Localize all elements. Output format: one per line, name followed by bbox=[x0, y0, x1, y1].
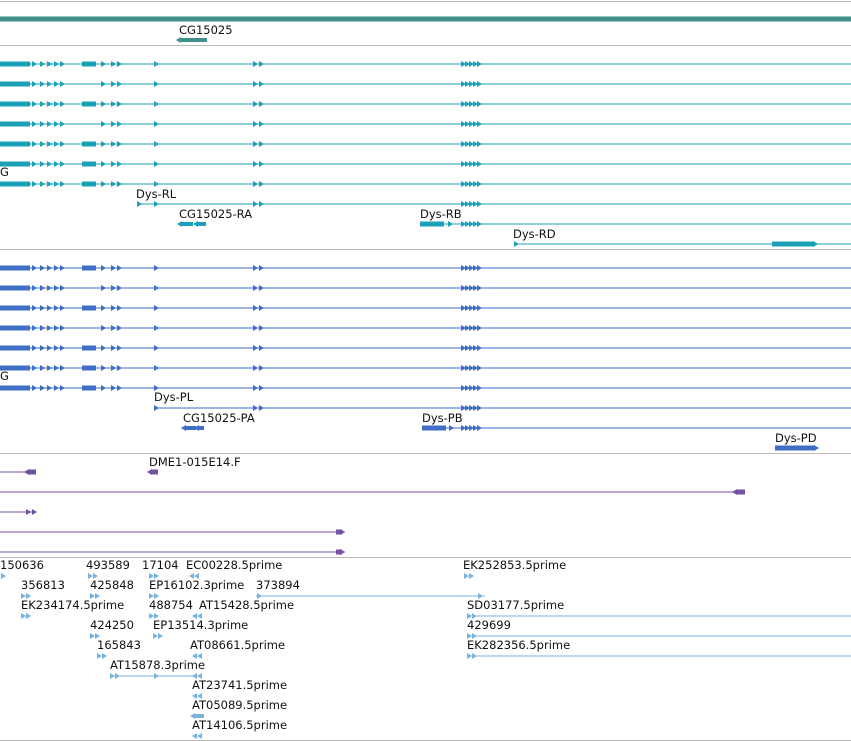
transcript-dys-rd[interactable] bbox=[514, 241, 851, 247]
protein-label-partial: G bbox=[0, 369, 9, 383]
est-feature[interactable] bbox=[189, 713, 204, 719]
est-label: AT15428.5prime bbox=[199, 598, 294, 612]
est-feature[interactable] bbox=[90, 633, 101, 639]
est-feature[interactable] bbox=[256, 593, 485, 599]
transcript-label: Dys-RD bbox=[513, 227, 556, 241]
clone-label: DME1-015E14.F bbox=[149, 455, 241, 469]
protein-row[interactable] bbox=[0, 265, 851, 271]
est-label: 493589 bbox=[86, 558, 130, 572]
protein-row[interactable] bbox=[0, 305, 851, 311]
protein-label: Dys-PB bbox=[422, 411, 463, 425]
protein-cg15025-pa[interactable] bbox=[180, 425, 204, 431]
est-label: AT08661.5prime bbox=[190, 638, 285, 652]
transcript-row[interactable] bbox=[0, 161, 851, 167]
gene-label: CG15025 bbox=[179, 23, 233, 37]
transcript-row[interactable] bbox=[0, 121, 851, 127]
est-label: EK234174.5prime bbox=[21, 598, 124, 612]
est-feature[interactable] bbox=[467, 613, 851, 619]
est-label: EP16102.3prime bbox=[149, 578, 244, 592]
est-feature[interactable] bbox=[21, 613, 32, 619]
est-label: EP13514.3prime bbox=[153, 618, 248, 632]
est-feature[interactable] bbox=[191, 613, 202, 619]
transcript-row[interactable] bbox=[0, 81, 851, 87]
clone-feature[interactable] bbox=[0, 509, 38, 515]
protein-dys-pb[interactable] bbox=[422, 425, 851, 431]
est-feature[interactable] bbox=[191, 693, 202, 699]
est-label: SD03177.5prime bbox=[467, 598, 564, 612]
transcript-row[interactable] bbox=[0, 141, 851, 147]
est-feature[interactable] bbox=[149, 613, 160, 619]
est-feature[interactable] bbox=[153, 633, 164, 639]
protein-row[interactable] bbox=[0, 285, 851, 291]
clone-feature[interactable] bbox=[0, 529, 346, 535]
transcript-dys-rb[interactable] bbox=[420, 221, 851, 227]
transcript-cg15025-ra[interactable] bbox=[176, 221, 206, 227]
transcript-row[interactable] bbox=[0, 181, 851, 187]
transcript-row[interactable] bbox=[0, 61, 851, 67]
protein-row[interactable] bbox=[0, 365, 851, 371]
protein-dys-pl[interactable] bbox=[154, 405, 851, 411]
clone-feature[interactable] bbox=[0, 549, 346, 555]
est-feature[interactable] bbox=[88, 573, 99, 579]
est-label: EC00228.5prime bbox=[186, 558, 282, 572]
est-feature[interactable] bbox=[191, 653, 202, 659]
clone-feature[interactable] bbox=[0, 469, 36, 475]
est-label: 150636 bbox=[0, 558, 44, 572]
est-feature[interactable] bbox=[1, 573, 7, 579]
est-feature[interactable] bbox=[149, 593, 160, 599]
est-label: AT15878.3prime bbox=[110, 658, 205, 672]
est-label: AT05089.5prime bbox=[192, 698, 287, 712]
feature-glyphs bbox=[0, 16, 851, 739]
protein-row[interactable] bbox=[0, 385, 851, 391]
clone-feature[interactable] bbox=[0, 489, 745, 495]
transcript-label: Dys-RB bbox=[420, 207, 462, 221]
est-label: 356813 bbox=[21, 578, 65, 592]
est-label: AT23741.5prime bbox=[192, 678, 287, 692]
est-feature[interactable] bbox=[467, 653, 851, 659]
protein-label: Dys-PL bbox=[154, 390, 194, 404]
protein-dys-pd[interactable] bbox=[775, 445, 820, 451]
protein-row[interactable] bbox=[0, 345, 851, 351]
est-label: 429699 bbox=[467, 618, 511, 632]
transcript-label: CG15025-RA bbox=[179, 207, 252, 221]
est-feature[interactable] bbox=[110, 673, 202, 679]
est-label: 424250 bbox=[90, 618, 134, 632]
transcript-row[interactable] bbox=[0, 101, 851, 107]
est-label: EK252853.5prime bbox=[463, 558, 566, 572]
gene-feature[interactable] bbox=[175, 37, 207, 43]
est-feature[interactable] bbox=[97, 653, 108, 659]
est-label: 425848 bbox=[90, 578, 134, 592]
protein-label: Dys-PD bbox=[775, 431, 817, 445]
est-label: 165843 bbox=[97, 638, 141, 652]
est-label: 488754 bbox=[149, 598, 193, 612]
est-label: 373894 bbox=[256, 578, 300, 592]
est-label: EK282356.5prime bbox=[467, 638, 570, 652]
est-label: 17104 bbox=[142, 558, 179, 572]
est-feature[interactable] bbox=[21, 593, 32, 599]
est-feature[interactable] bbox=[149, 573, 160, 579]
est-feature[interactable] bbox=[464, 573, 475, 579]
est-feature[interactable] bbox=[191, 733, 202, 739]
est-feature[interactable] bbox=[188, 573, 199, 579]
protein-row[interactable] bbox=[0, 325, 851, 331]
transcript-label: Dys-RL bbox=[136, 187, 177, 201]
protein-label: CG15025-PA bbox=[183, 411, 255, 425]
clone-feature[interactable] bbox=[146, 469, 158, 475]
transcript-dys-rl[interactable] bbox=[137, 201, 851, 207]
est-feature[interactable] bbox=[90, 593, 101, 599]
transcript-label-partial: G bbox=[0, 165, 9, 179]
est-feature[interactable] bbox=[467, 633, 851, 639]
est-label: AT14106.5prime bbox=[192, 718, 287, 732]
